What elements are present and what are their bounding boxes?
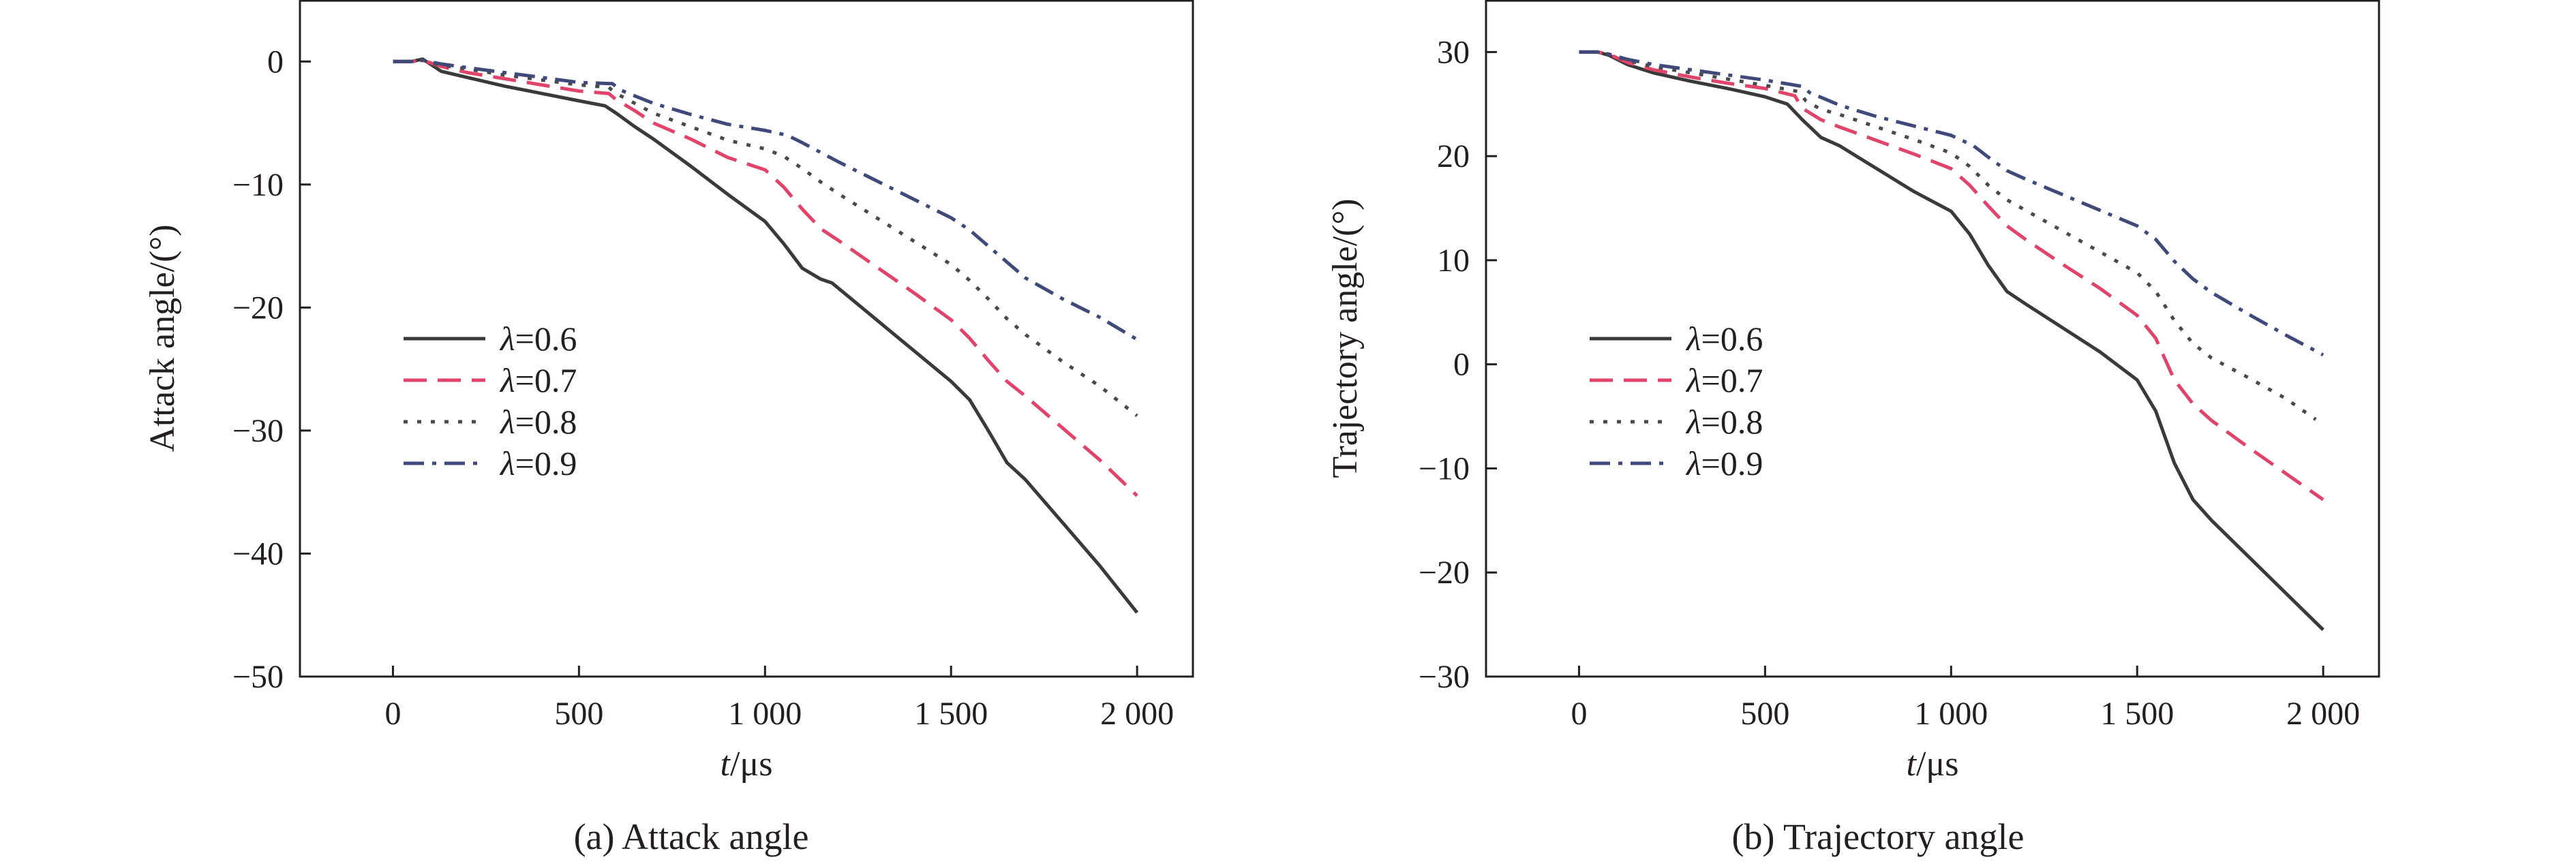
series-line-lambda-0.9 xyxy=(1579,50,2324,357)
x-tick-label: 2 000 xyxy=(1100,696,1174,732)
y-tick-label: −10 xyxy=(232,167,284,203)
x-tick-label: 1 500 xyxy=(2100,696,2174,732)
legend-value: =0.7 xyxy=(1701,361,1763,399)
x-axis-title-unit: /μs xyxy=(1916,745,1959,784)
y-tick-label: −30 xyxy=(1419,659,1470,695)
legend-value: =0.6 xyxy=(1701,320,1763,358)
x-axis-title-unit: /μs xyxy=(730,745,773,784)
x-tick-label: 1 000 xyxy=(1914,696,1988,732)
legend-symbol: λ xyxy=(1685,403,1701,441)
legend-label: λ=0.7 xyxy=(499,361,577,399)
legend-label: λ=0.7 xyxy=(1685,361,1763,399)
x-tick-label: 2 000 xyxy=(2286,696,2360,732)
legend-label: λ=0.6 xyxy=(499,320,577,358)
y-tick-label: −40 xyxy=(232,536,284,572)
x-tick-label: 1 500 xyxy=(914,696,988,732)
x-axis-title-variable: t xyxy=(720,745,731,784)
y-tick-label: −50 xyxy=(232,659,284,695)
x-axis-title-variable: t xyxy=(1906,745,1917,784)
legend-value: =0.8 xyxy=(1701,403,1763,441)
x-tick-label: 1 000 xyxy=(728,696,802,732)
y-tick-label: 30 xyxy=(1437,34,1470,70)
series-line-lambda-0.8 xyxy=(1579,50,2317,421)
x-axis-title: t/μs xyxy=(720,745,772,784)
panel-caption: (a) Attack angle xyxy=(574,816,809,857)
panel-caption: (b) Trajectory angle xyxy=(1732,816,2025,857)
x-axis-title: t/μs xyxy=(1906,745,1958,784)
y-tick-label: 0 xyxy=(267,44,284,80)
plot-frame xyxy=(1485,0,2380,678)
legend-value: =0.6 xyxy=(515,320,577,358)
y-tick-label: −20 xyxy=(232,290,284,326)
y-tick-label: −10 xyxy=(1419,450,1470,486)
x-tick-label: 500 xyxy=(554,696,603,732)
legend-symbol: λ xyxy=(499,361,515,399)
y-tick-label: 20 xyxy=(1437,138,1470,174)
series-line-lambda-0.7 xyxy=(393,59,1138,497)
legend-value: =0.7 xyxy=(515,361,577,399)
legend-value: =0.9 xyxy=(1701,444,1763,482)
y-axis-title: Attack angle/(°) xyxy=(143,224,182,452)
y-tick-label: 10 xyxy=(1437,243,1470,279)
plot-frame xyxy=(299,0,1194,678)
x-tick-label: 0 xyxy=(1571,696,1587,732)
series-line-lambda-0.6 xyxy=(393,57,1139,614)
series-line-lambda-0.6 xyxy=(1579,50,2324,632)
y-tick-label: −20 xyxy=(1419,555,1470,591)
legend-symbol: λ xyxy=(1685,361,1701,399)
legend-value: =0.8 xyxy=(515,403,577,441)
legend-symbol: λ xyxy=(499,444,515,482)
y-axis-title: Trajectory angle/(°) xyxy=(1326,198,1365,478)
y-tick-label: −30 xyxy=(232,413,284,449)
legend-symbol: λ xyxy=(1685,444,1701,482)
legend-label: λ=0.6 xyxy=(1685,320,1763,358)
legend-label: λ=0.8 xyxy=(1685,403,1763,441)
legend-value: =0.9 xyxy=(515,444,577,482)
x-tick-label: 500 xyxy=(1740,696,1789,732)
legend-label: λ=0.9 xyxy=(1685,444,1763,482)
y-tick-label: 0 xyxy=(1453,347,1470,383)
series-line-lambda-0.7 xyxy=(1579,50,2324,501)
series-line-lambda-0.9 xyxy=(393,59,1138,341)
panel-trajectory-angle: 0 500 1 000 1 500 2 000 30 20 10 0 −10 −20 −30 t/μs T… xyxy=(1326,0,2380,857)
legend-symbol: λ xyxy=(499,320,515,358)
legend-label: λ=0.9 xyxy=(499,444,577,482)
legend-label: λ=0.8 xyxy=(499,403,577,441)
legend-symbol: λ xyxy=(499,403,515,441)
x-tick-label: 0 xyxy=(384,696,401,732)
legend-symbol: λ xyxy=(1685,320,1701,358)
panel-attack-angle: 0 500 1 000 1 500 2 000 0 −10 −20 −30 −40 −50 t/μs A… xyxy=(143,0,1194,857)
